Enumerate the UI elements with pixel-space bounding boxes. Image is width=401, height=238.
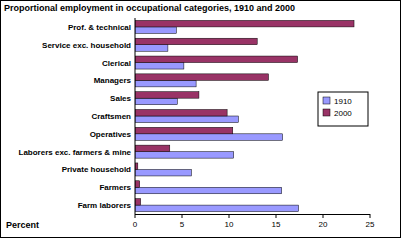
bar [135,116,238,123]
tick-label: 5 [180,220,185,229]
category-label: Managers [94,76,132,85]
legend-swatch [323,109,330,116]
category-label: Clerical [102,59,131,68]
chart: Proportional employment in occupational … [0,0,401,238]
bar [135,20,354,27]
bar [135,205,299,212]
legend-label: 1910 [334,97,352,106]
chart-frame [1,1,401,238]
tick [276,214,277,218]
bar [135,80,196,87]
bar [135,134,283,141]
bar [135,45,168,52]
category-label: Operatives [90,130,132,139]
tick [323,214,324,218]
legend [318,92,368,126]
axis-label: Percent [6,220,39,230]
category-label: Craftsmen [91,112,131,121]
bar [135,63,184,70]
bar [135,169,191,176]
tick-label: 0 [133,220,138,229]
bar [135,145,170,152]
category-label: Farmers [99,183,131,192]
bar [135,98,177,105]
category-label: Sales [110,94,131,103]
bar [135,199,141,206]
bar [135,187,282,194]
tick [182,214,183,218]
bar [135,127,233,133]
category-label: Service exc. household [42,41,131,50]
tick-label: 15 [272,220,281,229]
legend-swatch [323,97,330,104]
tick [370,214,371,218]
tick-label: 25 [366,220,375,229]
y-axis [135,18,136,214]
title: Proportional employment in occupational … [4,3,295,13]
tick [229,214,230,218]
bar [135,181,140,188]
bar [135,74,268,81]
category-label: Laborers exc. farmers & mine [19,148,132,157]
plot-area [135,18,370,214]
category-label: Farm laborers [78,201,132,210]
tick [135,214,136,218]
legend-label: 2000 [334,109,352,118]
bar [135,92,199,99]
tick-label: 20 [319,220,328,229]
category-label: Private household [62,165,131,174]
x-axis [135,214,370,215]
bar [135,56,298,63]
bar [135,38,257,45]
bar [135,152,234,159]
tick-label: 10 [225,220,234,229]
category-label: Prof. & technical [68,23,131,32]
bar [135,27,176,33]
bar [135,110,227,117]
